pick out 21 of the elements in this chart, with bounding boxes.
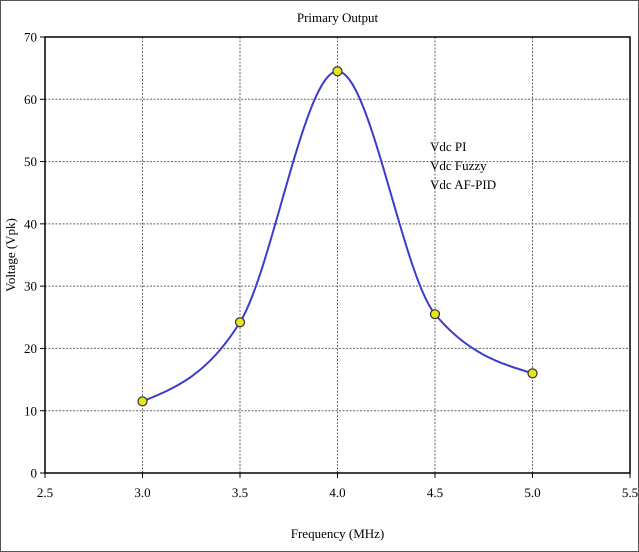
x-tick-label: 4.0: [329, 485, 346, 500]
y-tick-label: 30: [24, 278, 37, 294]
chart-title: Primary Output: [296, 10, 379, 25]
y-tick-label: 60: [24, 92, 37, 107]
y-tick-label: 20: [24, 340, 37, 356]
x-tick-label: 5.0: [524, 485, 541, 500]
y-tick-label: 40: [24, 216, 37, 232]
x-tick-label: 4.5: [426, 485, 444, 500]
annotation: Vdc Fuzzy: [430, 158, 488, 173]
annotation: Vdc PI: [430, 139, 466, 154]
annotation: Vdc AF-PID: [430, 177, 496, 192]
x-tick-label: 2.5: [36, 485, 54, 500]
x-tick-label: 3.5: [232, 485, 248, 500]
y-tick-label: 10: [24, 403, 37, 418]
y-tick-label: 0: [30, 466, 37, 481]
x-axis-title: Frequency (MHz): [290, 526, 384, 541]
x-tick-label: 5.5: [622, 485, 638, 500]
x-tick-label: 3.0: [134, 485, 151, 500]
y-axis-title: Voltage (Vpk): [3, 218, 18, 292]
y-tick-label: 50: [24, 154, 37, 170]
y-tick-label: 70: [24, 30, 37, 45]
